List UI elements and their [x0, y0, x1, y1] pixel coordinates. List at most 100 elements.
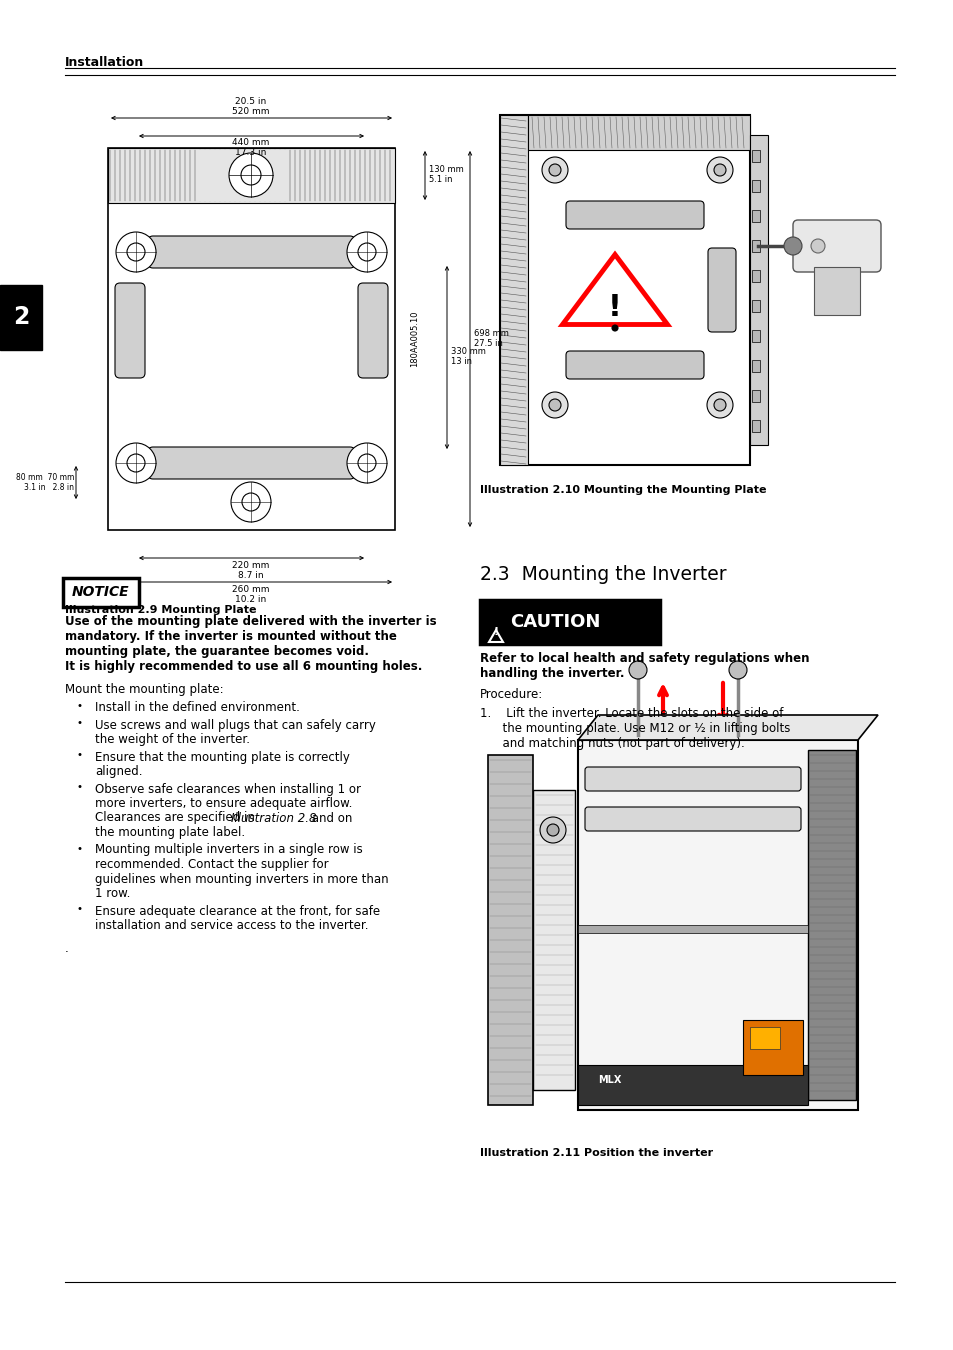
Bar — [108, 148, 395, 202]
Bar — [0, 285, 42, 350]
Text: 17.3 in: 17.3 in — [235, 148, 267, 157]
Text: Illustration 2.9 Mounting Plate: Illustration 2.9 Mounting Plate — [65, 605, 256, 616]
Text: installation and service access to the inverter.: installation and service access to the i… — [95, 919, 368, 931]
Circle shape — [612, 325, 618, 331]
Text: .: . — [65, 941, 69, 954]
FancyBboxPatch shape — [565, 351, 703, 379]
Text: Refer to local health and safety regulations when: Refer to local health and safety regulat… — [479, 652, 809, 666]
FancyBboxPatch shape — [357, 284, 388, 378]
Circle shape — [628, 662, 646, 679]
Text: Observe safe clearances when installing 1 or: Observe safe clearances when installing … — [95, 783, 360, 795]
Text: aligned.: aligned. — [95, 765, 142, 778]
Text: 330 mm: 330 mm — [451, 347, 485, 356]
Circle shape — [546, 824, 558, 836]
Text: CAUTION: CAUTION — [510, 613, 599, 630]
Text: 10.2 in: 10.2 in — [235, 595, 266, 603]
Text: Use of the mounting plate delivered with the inverter is: Use of the mounting plate delivered with… — [65, 616, 436, 628]
Circle shape — [706, 157, 732, 184]
Circle shape — [541, 157, 567, 184]
Bar — [751, 329, 760, 342]
Circle shape — [548, 163, 560, 176]
FancyBboxPatch shape — [115, 284, 145, 378]
Text: more inverters, to ensure adequate airflow.: more inverters, to ensure adequate airfl… — [95, 796, 352, 810]
Circle shape — [231, 482, 271, 522]
Text: Use screws and wall plugs that can safely carry: Use screws and wall plugs that can safel… — [95, 718, 375, 732]
Circle shape — [357, 454, 375, 472]
Circle shape — [347, 443, 387, 483]
Bar — [479, 599, 659, 644]
Bar — [108, 148, 395, 531]
Bar — [499, 115, 527, 464]
FancyBboxPatch shape — [565, 201, 703, 230]
Text: the mounting plate. Use M12 or ½ in lifting bolts: the mounting plate. Use M12 or ½ in lift… — [479, 722, 789, 734]
Circle shape — [116, 443, 156, 483]
Circle shape — [127, 454, 145, 472]
FancyBboxPatch shape — [148, 447, 355, 479]
Text: 180AA005.10: 180AA005.10 — [410, 310, 419, 367]
Text: Ensure adequate clearance at the front, for safe: Ensure adequate clearance at the front, … — [95, 904, 379, 918]
Text: 13 in: 13 in — [451, 358, 472, 366]
Circle shape — [347, 232, 387, 271]
Circle shape — [357, 243, 375, 261]
Bar — [751, 360, 760, 373]
Polygon shape — [578, 716, 877, 740]
Text: and matching nuts (not part of delivery).: and matching nuts (not part of delivery)… — [479, 737, 744, 751]
Text: 1.    Lift the inverter. Locate the slots on the side of: 1. Lift the inverter. Locate the slots o… — [479, 707, 782, 720]
Text: •: • — [77, 701, 83, 711]
Bar — [751, 240, 760, 252]
Circle shape — [116, 232, 156, 271]
Bar — [751, 211, 760, 221]
Bar — [578, 925, 807, 933]
Text: 130 mm: 130 mm — [429, 166, 463, 174]
Circle shape — [706, 392, 732, 418]
Text: MLX: MLX — [598, 1075, 620, 1085]
Text: !: ! — [607, 293, 621, 323]
Polygon shape — [562, 255, 667, 324]
FancyBboxPatch shape — [148, 236, 355, 269]
Bar — [807, 751, 855, 1100]
Circle shape — [548, 400, 560, 410]
Text: 5.1 in: 5.1 in — [429, 176, 452, 185]
Bar — [533, 790, 575, 1089]
Text: NOTICE: NOTICE — [72, 585, 130, 599]
Circle shape — [713, 400, 725, 410]
Circle shape — [728, 662, 746, 679]
Text: Procedure:: Procedure: — [479, 688, 542, 701]
Text: and on: and on — [308, 811, 353, 825]
FancyBboxPatch shape — [707, 248, 735, 332]
Text: 520 mm: 520 mm — [232, 107, 270, 116]
Bar — [751, 300, 760, 312]
Text: Ensure that the mounting plate is correctly: Ensure that the mounting plate is correc… — [95, 751, 350, 764]
Text: 698 mm: 698 mm — [474, 329, 508, 339]
Circle shape — [242, 493, 260, 512]
Text: •: • — [77, 904, 83, 914]
Text: Mount the mounting plate:: Mount the mounting plate: — [65, 683, 223, 697]
Text: guidelines when mounting inverters in more than: guidelines when mounting inverters in mo… — [95, 872, 388, 886]
Text: Mounting multiple inverters in a single row is: Mounting multiple inverters in a single … — [95, 844, 362, 856]
Circle shape — [127, 243, 145, 261]
Text: 1 row.: 1 row. — [95, 887, 131, 900]
Text: Installation: Installation — [65, 55, 144, 69]
Text: •: • — [77, 844, 83, 853]
Text: •: • — [77, 783, 83, 792]
Text: mandatory. If the inverter is mounted without the: mandatory. If the inverter is mounted wi… — [65, 630, 396, 643]
Text: It is highly recommended to use all 6 mounting holes.: It is highly recommended to use all 6 mo… — [65, 660, 422, 674]
Text: 27.5 in: 27.5 in — [474, 339, 502, 348]
Bar — [751, 270, 760, 282]
Bar — [499, 115, 749, 464]
Text: 8.7 in: 8.7 in — [238, 571, 264, 580]
Bar — [751, 150, 760, 162]
Bar — [527, 115, 749, 150]
FancyBboxPatch shape — [584, 807, 801, 832]
Bar — [742, 1021, 802, 1075]
Circle shape — [713, 163, 725, 176]
Bar — [749, 1027, 780, 1049]
Text: Illustration 2.8: Illustration 2.8 — [231, 811, 316, 825]
Bar — [488, 755, 533, 1106]
Polygon shape — [489, 630, 502, 643]
Text: the weight of the inverter.: the weight of the inverter. — [95, 733, 250, 747]
Text: 80 mm  70 mm: 80 mm 70 mm — [15, 472, 74, 482]
Text: handling the inverter.: handling the inverter. — [479, 667, 624, 680]
Text: Illustration 2.10 Mounting the Mounting Plate: Illustration 2.10 Mounting the Mounting … — [479, 485, 765, 495]
Text: Illustration 2.11 Position the inverter: Illustration 2.11 Position the inverter — [479, 1148, 713, 1158]
